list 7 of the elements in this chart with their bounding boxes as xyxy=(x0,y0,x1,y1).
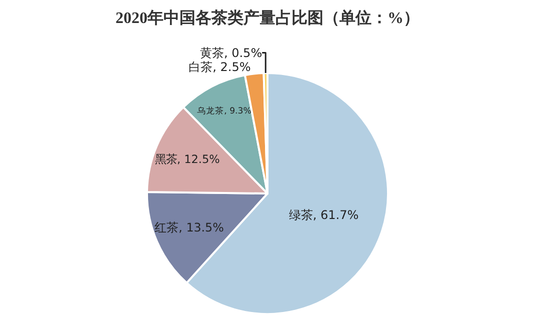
slice-label: 红茶, 13.5% xyxy=(154,220,224,235)
slice-label: 绿茶, 61.7% xyxy=(288,208,359,222)
slice-label: 乌龙茶, 9.3% xyxy=(197,105,252,116)
slice-label: 白茶, 2.5% xyxy=(188,60,251,74)
slice-label: 黑茶, 12.5% xyxy=(154,152,220,166)
slice-label: 黄茶, 0.5% xyxy=(200,46,262,60)
chart-title: 2020年中国各茶类产量占比图（单位：%） xyxy=(116,8,420,27)
